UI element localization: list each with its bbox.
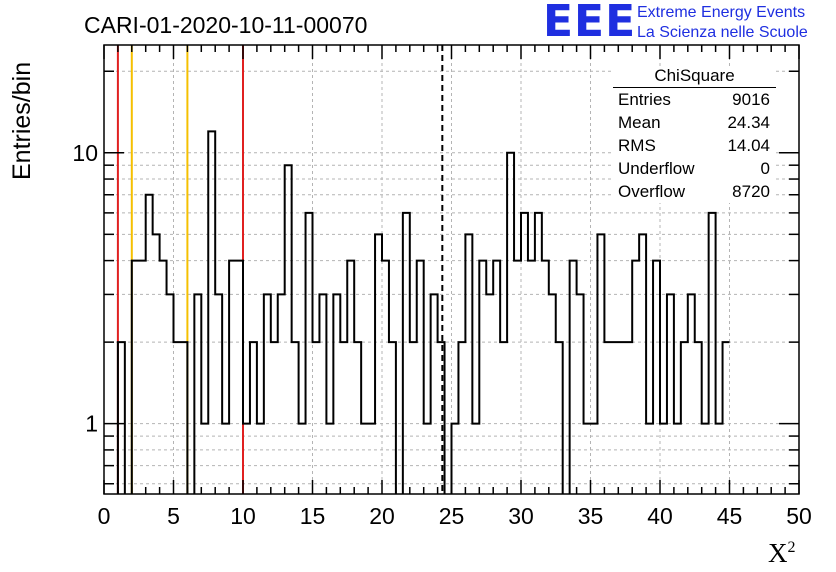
stats-value: 9016 [732,90,770,109]
stats-label: Mean [618,113,661,132]
stats-row: Overflow 8720 [613,180,776,203]
y-tick-label: 10 [72,140,98,166]
stats-label: RMS [618,136,656,155]
x-tick-label: 5 [167,503,180,529]
stats-value: 0 [760,159,770,178]
x-tick-label: 45 [717,503,743,529]
stats-label: Entries [618,90,671,109]
x-axis-label: X2 [768,538,796,569]
stats-value: 24.34 [727,113,770,132]
axis-tick-labels: 0 5 10 15 20 25 30 35 40 45 50 1 10 [72,140,811,529]
y-axis-label: Entries/bin [8,61,36,180]
x-tick-label: 40 [647,503,673,529]
x-tick-label: 15 [300,503,326,529]
chart-title: CARI-01-2020-10-11-00070 [84,12,368,38]
logo-mark: EEE [543,0,637,47]
x-tick-label: 25 [439,503,465,529]
stats-row: Underflow 0 [613,157,776,180]
eee-logo: EEE Extreme Energy Events La Scienza nel… [543,0,833,47]
stats-row: RMS 14.04 [613,134,776,157]
stats-row: Entries 9016 [613,88,776,111]
x-tick-label: 35 [578,503,604,529]
x-tick-label: 50 [786,503,812,529]
x-tick-label: 10 [230,503,256,529]
axis-ticks [103,45,800,494]
x-tick-label: 20 [369,503,395,529]
histogram-step-line [116,130,730,494]
x-tick-label: 0 [98,503,111,529]
x-axis-label-base: X [768,538,788,568]
stats-value: 8720 [732,182,770,201]
stats-value: 14.04 [727,136,770,155]
stats-label: Overflow [618,182,686,201]
stats-row: Mean 24.34 [613,111,776,134]
stats-title: ChiSquare [613,66,776,88]
y-tick-label: 1 [85,411,98,437]
stats-box: ChiSquare Entries 9016 Mean 24.34 RMS 14.04… [613,66,776,203]
logo-line-2: La Scienza nelle Scuole [637,24,808,41]
logo-line-1: Extreme Energy Events [637,4,806,21]
x-tick-label: 30 [508,503,534,529]
stats-label: Underflow [618,159,695,178]
x-axis-label-superscript: 2 [787,539,796,556]
